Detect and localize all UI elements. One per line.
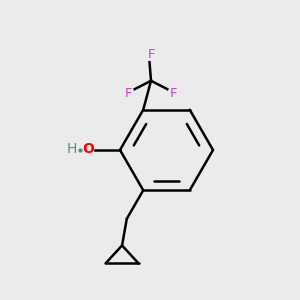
- Text: F: F: [147, 48, 155, 61]
- Text: F: F: [125, 88, 133, 100]
- Text: F: F: [169, 88, 177, 100]
- Text: H: H: [67, 142, 77, 156]
- Text: O: O: [82, 142, 94, 156]
